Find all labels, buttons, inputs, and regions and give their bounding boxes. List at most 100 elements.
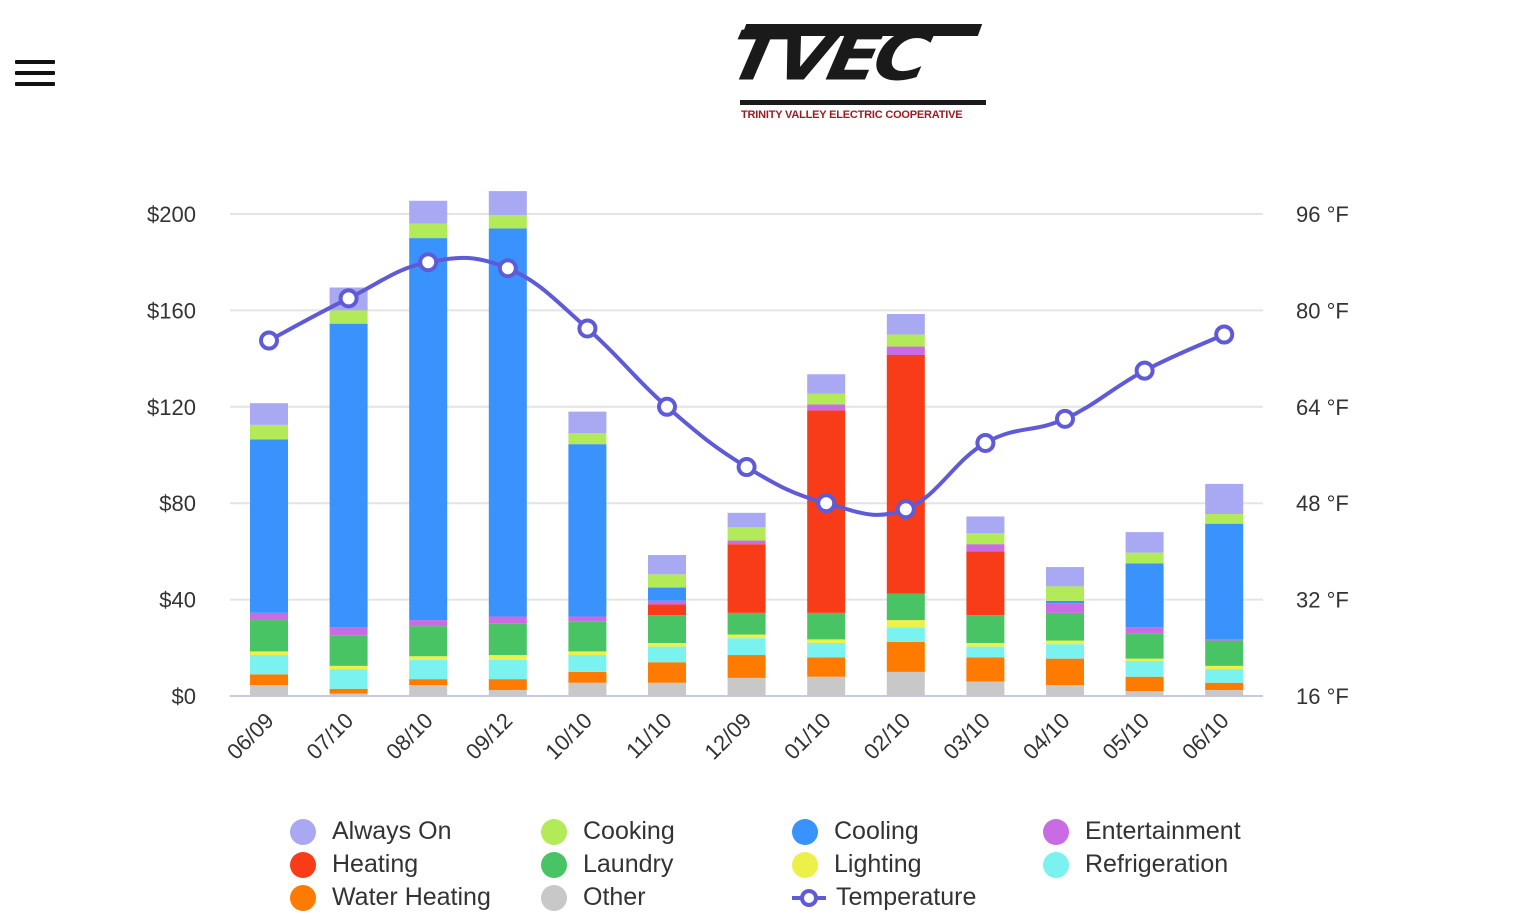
bar-segment-laundry xyxy=(966,615,1005,643)
bar-segment-water-heating xyxy=(1125,676,1164,692)
bar-segment-cooling xyxy=(568,444,607,617)
bar-segment-other xyxy=(1125,691,1164,696)
y-right-tick-label: 16 °F xyxy=(1296,684,1349,709)
temperature-point xyxy=(259,330,279,351)
bar-segment-refrigeration xyxy=(886,627,925,642)
legend-item-refrigeration[interactable]: Refrigeration xyxy=(1043,849,1273,880)
y-left-tick-label: $200 xyxy=(147,202,196,227)
x-tick-label: 03/10 xyxy=(938,708,995,765)
chart-legend: Always On Cooking Cooling Entertainment Heat… xyxy=(290,816,1270,913)
legend-label: Entertainment xyxy=(1085,817,1241,845)
bar-segment-refrigeration xyxy=(329,669,368,689)
bar-segment-entertainment xyxy=(807,404,846,411)
bar-segment-cooling xyxy=(1205,523,1244,640)
bar-segment-refrigeration xyxy=(807,642,846,658)
x-tick-label: 04/10 xyxy=(1018,708,1075,765)
bar-segment-entertainment xyxy=(648,600,686,605)
bar-segment-cooking xyxy=(568,433,607,445)
bar-segment-water-heating xyxy=(727,655,766,678)
bar-segment-lighting xyxy=(488,655,527,660)
bar-segment-refrigeration xyxy=(727,638,766,656)
y-left-tick-label: $80 xyxy=(159,491,196,516)
tvec-logo[interactable]: TVEC TRINITY VALLEY ELECTRIC COOPERATIVE xyxy=(722,16,988,130)
bar-segment-other xyxy=(568,682,607,696)
legend-label: Laundry xyxy=(583,850,674,878)
logo-subtitle: TRINITY VALLEY ELECTRIC COOPERATIVE xyxy=(741,109,963,121)
legend-item-cooking[interactable]: Cooking xyxy=(541,816,792,847)
bar-segment-always-on xyxy=(568,411,607,434)
legend-item-temperature[interactable]: Temperature xyxy=(792,882,1043,913)
legend-item-heating[interactable]: Heating xyxy=(290,849,541,880)
bar-segment-other xyxy=(409,685,448,696)
bar-segment-always-on xyxy=(1205,483,1244,515)
bar-segment-other xyxy=(1046,685,1084,696)
legend-label: Other xyxy=(583,883,646,911)
bar-segment-always-on xyxy=(807,374,846,394)
bar-segment-refrigeration xyxy=(409,659,448,680)
bar-segment-refrigeration xyxy=(1125,661,1164,677)
bar-segment-cooling xyxy=(1046,600,1084,604)
legend-label: Water Heating xyxy=(332,883,491,911)
bar-segment-cooking xyxy=(488,215,527,229)
bar-segment-water-heating xyxy=(1205,682,1244,690)
bar-segment-lighting xyxy=(1205,665,1244,670)
bar-segment-refrigeration xyxy=(568,655,607,672)
bar-segment-other xyxy=(488,689,527,696)
bar-segment-water-heating xyxy=(886,641,925,672)
bar-segment-heating xyxy=(886,354,925,594)
legend-label: Refrigeration xyxy=(1085,850,1229,878)
bar-segment-lighting xyxy=(807,639,846,643)
bar-segment-laundry xyxy=(329,635,368,666)
legend-item-lighting[interactable]: Lighting xyxy=(792,849,1043,880)
hamburger-icon-line xyxy=(15,71,55,75)
bar-segment-refrigeration xyxy=(648,646,686,663)
bar-segment-entertainment xyxy=(329,627,368,636)
bar-segment-other xyxy=(648,682,686,696)
legend-item-cooling[interactable]: Cooling xyxy=(792,816,1043,847)
bar-segment-other xyxy=(966,681,1005,696)
bar-segment-refrigeration xyxy=(1046,644,1084,659)
hamburger-menu-button[interactable] xyxy=(15,60,55,90)
bar-segment-cooling xyxy=(648,587,686,601)
bar-segment-cooking xyxy=(1046,586,1084,601)
bar-segment-always-on xyxy=(488,191,527,216)
bar-segment-lighting xyxy=(1125,658,1164,662)
bar-segment-heating xyxy=(648,604,686,616)
legend-item-other[interactable]: Other xyxy=(541,882,792,913)
bar-segment-laundry xyxy=(886,593,925,621)
legend-dot-icon xyxy=(541,818,567,845)
x-tick-label: 07/10 xyxy=(302,708,359,765)
bar-segment-lighting xyxy=(886,620,925,628)
legend-item-entertainment[interactable]: Entertainment xyxy=(1043,816,1273,847)
bar-segment-always-on xyxy=(966,516,1005,534)
temperature-point xyxy=(577,318,598,339)
bar-segment-cooling xyxy=(250,439,288,613)
bar-segment-entertainment xyxy=(1205,639,1244,641)
temperature-point xyxy=(497,258,518,279)
x-tick-label: 12/09 xyxy=(700,708,757,765)
legend-item-water-heating[interactable]: Water Heating xyxy=(290,882,541,913)
legend-item-always-on[interactable]: Always On xyxy=(290,816,541,847)
temperature-point xyxy=(1055,408,1075,429)
bar-segment-laundry xyxy=(568,621,607,652)
bar-segment-refrigeration xyxy=(1205,669,1244,683)
bar-segment-always-on xyxy=(648,555,686,575)
bar-segment-refrigeration xyxy=(488,659,527,680)
bar-segment-entertainment xyxy=(966,544,1005,552)
bar-segment-heating xyxy=(727,544,766,613)
y-right-tick-label: 48 °F xyxy=(1296,491,1349,516)
bar-segment-other xyxy=(727,677,766,696)
bar-segment-cooling xyxy=(329,323,368,628)
bar-segment-water-heating xyxy=(648,662,686,683)
bar-segment-refrigeration xyxy=(250,655,288,675)
legend-item-laundry[interactable]: Laundry xyxy=(541,849,792,880)
bar-segment-always-on xyxy=(1046,567,1084,587)
bar-segment-lighting xyxy=(329,665,368,670)
bar-segment-lighting xyxy=(727,634,766,639)
bar-segment-cooking xyxy=(807,393,846,405)
bar-segment-entertainment xyxy=(886,346,925,355)
bar-segment-cooling xyxy=(488,228,527,617)
bar-segment-water-heating xyxy=(568,671,607,683)
x-tick-label: 11/10 xyxy=(621,708,676,763)
